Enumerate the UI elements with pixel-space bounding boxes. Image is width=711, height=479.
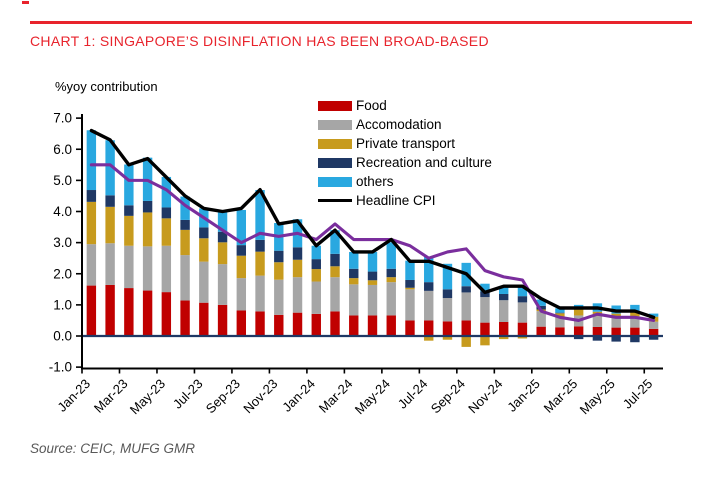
svg-text:0.0: 0.0 bbox=[53, 329, 72, 344]
svg-text:3.0: 3.0 bbox=[53, 235, 72, 250]
svg-text:Nov-23: Nov-23 bbox=[240, 376, 280, 416]
svg-text:Mar-25: Mar-25 bbox=[541, 376, 581, 416]
svg-text:May-23: May-23 bbox=[127, 376, 168, 417]
svg-text:Jan-24: Jan-24 bbox=[279, 376, 318, 415]
legend-item-accomodation: Accomodation bbox=[318, 115, 492, 134]
svg-text:6.0: 6.0 bbox=[53, 142, 72, 157]
svg-text:4.0: 4.0 bbox=[53, 204, 72, 219]
svg-text:Jul-25: Jul-25 bbox=[620, 376, 656, 412]
svg-text:Sep-24: Sep-24 bbox=[428, 376, 468, 416]
legend-item-others: others bbox=[318, 172, 492, 191]
top-left-red-mark bbox=[22, 1, 29, 4]
legend-label: Headline CPI bbox=[356, 192, 436, 208]
page-title: CHART 1: SINGAPORE’S DISINFLATION HAS BE… bbox=[30, 33, 489, 49]
legend-item-food: Food bbox=[318, 96, 492, 115]
svg-text:Mar-23: Mar-23 bbox=[91, 376, 131, 416]
legend-label: Private transport bbox=[356, 135, 456, 151]
svg-text:Sep-23: Sep-23 bbox=[203, 376, 243, 416]
svg-text:Jul-24: Jul-24 bbox=[395, 376, 431, 412]
legend-item-private-transport: Private transport bbox=[318, 134, 492, 153]
legend-item-headline-cpi: Headline CPI bbox=[318, 191, 492, 210]
others-swatch bbox=[318, 176, 352, 187]
legend-label: others bbox=[356, 173, 394, 189]
svg-text:-1.0: -1.0 bbox=[49, 360, 72, 375]
source-text: Source: CEIC, MUFG GMR bbox=[30, 441, 196, 456]
svg-text:Mar-24: Mar-24 bbox=[316, 376, 356, 416]
svg-text:Jan-25: Jan-25 bbox=[504, 376, 543, 415]
title-rule bbox=[30, 21, 692, 24]
headline-cpi-line-swatch bbox=[318, 198, 352, 203]
legend-label: Food bbox=[356, 97, 387, 113]
y-axis-labels: -1.0 0.0 1.0 2.0 3.0 4.0 5.0 6.0 7.0 bbox=[49, 111, 82, 375]
svg-text:2.0: 2.0 bbox=[53, 266, 72, 281]
svg-text:Jan-23: Jan-23 bbox=[54, 376, 93, 415]
svg-text:5.0: 5.0 bbox=[53, 173, 72, 188]
legend-label: Accomodation bbox=[356, 116, 442, 132]
svg-text:Nov-24: Nov-24 bbox=[465, 376, 505, 416]
svg-text:Jul-23: Jul-23 bbox=[170, 376, 206, 412]
svg-text:7.0: 7.0 bbox=[53, 111, 72, 126]
recreation-culture-swatch bbox=[318, 157, 352, 168]
svg-text:May-24: May-24 bbox=[352, 376, 393, 417]
legend: Food Accomodation Private transport Recr… bbox=[318, 96, 492, 210]
y-axis-unit-label: %yoy contribution bbox=[55, 79, 158, 94]
accomodation-swatch bbox=[318, 119, 352, 130]
svg-text:May-25: May-25 bbox=[577, 376, 618, 417]
axes bbox=[81, 114, 663, 370]
food-swatch bbox=[318, 100, 352, 111]
legend-item-recreation-culture: Recreation and culture bbox=[318, 153, 492, 172]
svg-text:1.0: 1.0 bbox=[53, 297, 72, 312]
legend-label: Recreation and culture bbox=[356, 154, 492, 170]
headline-cpi-line bbox=[89, 128, 656, 320]
private-transport-swatch bbox=[318, 138, 352, 149]
purple-line bbox=[89, 163, 656, 322]
